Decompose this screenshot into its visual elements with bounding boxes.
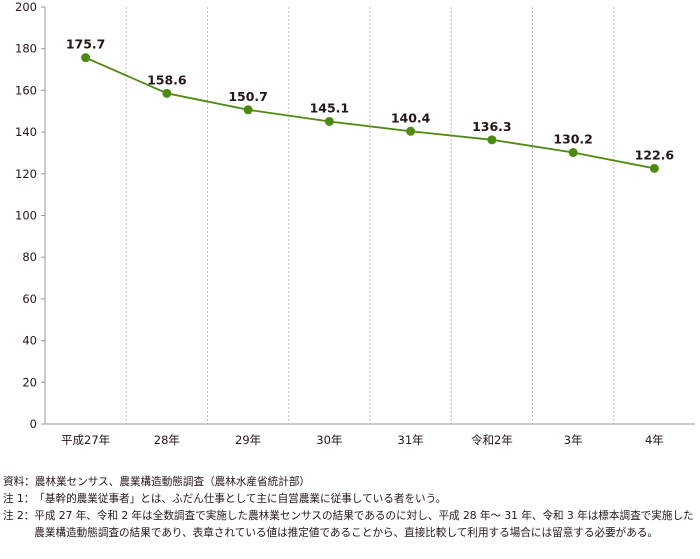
note-label: 注 2： — [3, 510, 35, 522]
data-label: 145.1 — [310, 100, 350, 115]
note-label: 注 1： — [3, 493, 35, 505]
x-tick-label: 28年 — [154, 433, 180, 447]
y-tick-label: 200 — [15, 0, 37, 14]
y-tick-label: 20 — [22, 375, 37, 389]
note-2: 注 2： 平成 27 年、令和 2 年は全数調査で実施した農林業センサスの結果で… — [3, 508, 697, 542]
notes-section: 資料： 農林業センサス、農業構造動態調査（農林水産省統計部） 注 1： 「基幹的… — [3, 474, 697, 542]
note-text: 農林業センサス、農業構造動態調査（農林水産省統計部） — [34, 476, 311, 488]
x-tick-label: 30年 — [316, 433, 342, 447]
data-label: 140.4 — [391, 110, 431, 125]
data-point — [162, 88, 172, 98]
data-label: 150.7 — [228, 89, 268, 104]
x-tick-label: 3年 — [564, 433, 583, 447]
data-label: 122.6 — [635, 147, 675, 162]
note-text: 平成 27 年、令和 2 年は全数調査で実施した農林業センサスの結果であるのに対… — [34, 510, 694, 539]
data-label: 136.3 — [472, 119, 512, 134]
y-tick-label: 160 — [15, 83, 37, 97]
y-tick-label: 80 — [22, 250, 37, 264]
data-point — [324, 116, 334, 126]
data-point — [568, 148, 578, 158]
note-source: 資料： 農林業センサス、農業構造動態調査（農林水産省統計部） — [3, 474, 697, 491]
y-tick-label: 120 — [15, 167, 37, 181]
x-tick-label: 4年 — [645, 433, 664, 447]
y-tick-label: 0 — [30, 417, 37, 431]
x-tick-label: 平成27年 — [61, 433, 110, 447]
series-line — [85, 56, 655, 170]
y-tick-label: 100 — [15, 209, 37, 223]
data-label: 158.6 — [147, 72, 187, 87]
y-tick-label: 140 — [15, 125, 37, 139]
line-chart: 0 20 40 60 80 100 120 140 160 180 200 平成27年 28年 29年 30… — [15, 0, 695, 447]
data-label: 130.2 — [553, 132, 593, 147]
note-label: 資料： — [3, 476, 35, 488]
data-point — [487, 135, 497, 145]
y-tick-label: 180 — [15, 42, 37, 56]
note-text: 「基幹的農業従事者」とは、ふだん仕事として主に自営農業に従事している者をいう。 — [34, 493, 447, 505]
data-point — [649, 163, 659, 173]
x-tick-label: 31年 — [398, 433, 424, 447]
data-point — [406, 126, 416, 136]
y-tick-label: 40 — [22, 334, 37, 348]
data-label: 175.7 — [66, 37, 106, 52]
x-tick-label: 29年 — [235, 433, 261, 447]
note-1: 注 1： 「基幹的農業従事者」とは、ふだん仕事として主に自営農業に従事している者… — [3, 491, 697, 508]
data-point — [243, 105, 253, 115]
x-tick-label: 令和2年 — [471, 433, 513, 447]
data-point — [81, 53, 91, 63]
y-tick-label: 60 — [22, 292, 37, 306]
